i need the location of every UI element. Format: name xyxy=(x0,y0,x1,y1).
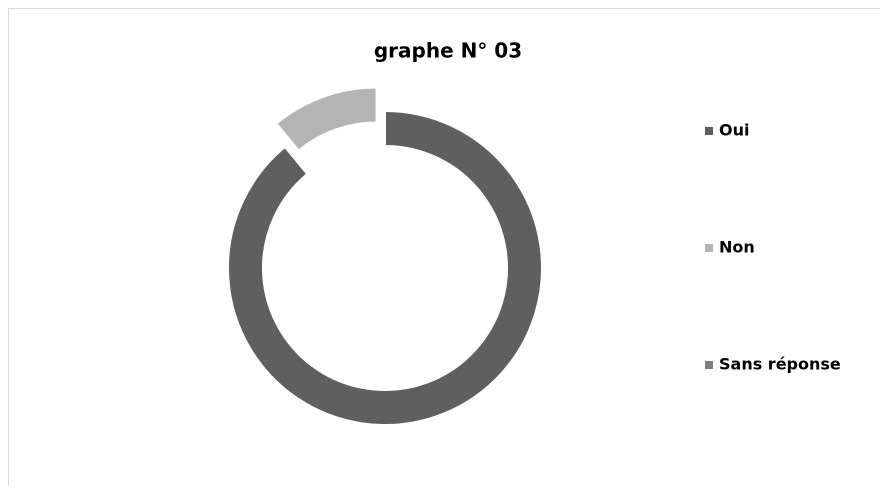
legend-marker xyxy=(705,127,713,135)
legend-marker xyxy=(705,361,713,369)
chart-title: graphe N° 03 xyxy=(374,39,522,63)
legend-label: Sans réponse xyxy=(719,355,841,374)
legend-label: Non xyxy=(719,238,755,257)
legend-marker xyxy=(705,244,713,252)
legend-label: Oui xyxy=(719,121,749,140)
